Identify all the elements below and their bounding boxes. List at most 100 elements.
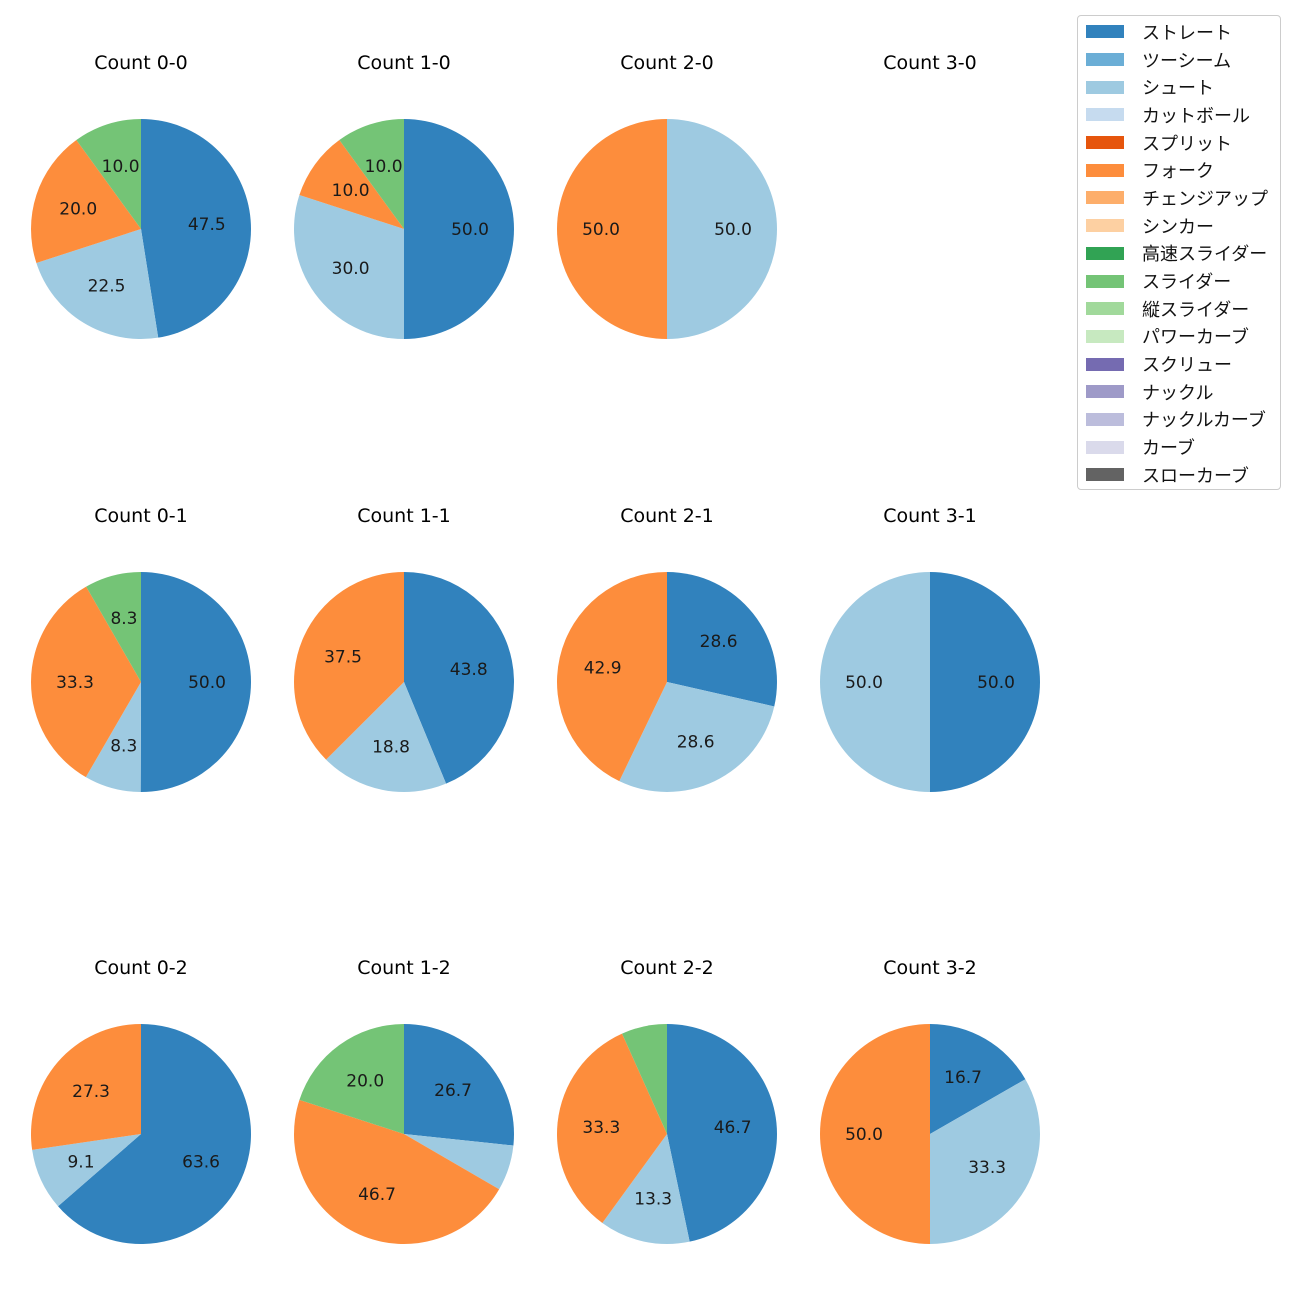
chart-title: Count 1-1 (357, 505, 451, 527)
slice-label: 42.9 (584, 658, 622, 678)
pie-chart: Count 3-0 (883, 52, 977, 74)
slice-label: 50.0 (845, 673, 883, 693)
slice-label: 10.0 (332, 181, 370, 201)
chart-title: Count 2-0 (620, 52, 714, 74)
chart-title: Count 3-2 (883, 957, 977, 979)
pie-slice (326, 682, 447, 792)
legend-item: 高速スライダー (1078, 240, 1280, 268)
pie-slice (930, 572, 1040, 792)
slice-label: 10.0 (102, 157, 140, 177)
legend-label: チェンジアップ (1142, 188, 1268, 210)
chart-title: Count 1-2 (357, 957, 451, 979)
legend-swatch (1086, 440, 1124, 454)
pie-chart: Count 1-0 50.0 30.0 10.0 10.0 (294, 52, 514, 339)
slice-label: 9.1 (67, 1153, 94, 1173)
legend-label: スプリット (1142, 133, 1232, 155)
slice-label: 37.5 (324, 648, 362, 668)
slice-label: 46.7 (714, 1118, 752, 1138)
slice-label: 20.0 (59, 200, 97, 220)
legend-swatch (1086, 385, 1124, 399)
pie-slice (404, 572, 514, 784)
slice-label: 28.6 (677, 732, 715, 752)
legend-label: カットボール (1142, 105, 1250, 127)
legend-swatch (1086, 163, 1124, 177)
slice-label: 18.8 (372, 738, 410, 758)
slice-label: 30.0 (332, 259, 370, 279)
pie-slice (32, 1134, 142, 1207)
legend-swatch (1086, 246, 1124, 260)
slice-label: 33.3 (582, 1118, 620, 1138)
legend-swatch (1086, 468, 1124, 482)
legend-item: カーブ (1078, 433, 1280, 461)
legend-label: ナックル (1142, 382, 1214, 404)
legend-swatch (1086, 302, 1124, 316)
legend-swatch (1086, 80, 1124, 94)
chart-title: Count 2-1 (620, 505, 714, 527)
pie-slice (339, 119, 404, 229)
pie-slice (602, 1134, 690, 1244)
pie-slice (58, 1024, 251, 1244)
slice-label: 50.0 (714, 220, 752, 240)
pie-slice (820, 572, 930, 792)
legend-label: カーブ (1142, 438, 1195, 460)
chart-title: Count 2-2 (620, 957, 714, 979)
legend-item: チェンジアップ (1078, 184, 1280, 212)
pie-slice (557, 572, 667, 782)
pie-slice (404, 1134, 514, 1190)
pie-slice (667, 119, 777, 339)
pie-slice (140, 572, 252, 793)
pie-slice (667, 1024, 778, 1242)
legend-item: パワーカーブ (1078, 323, 1280, 351)
slice-label: 8.3 (110, 737, 137, 757)
pie-slice (86, 572, 141, 682)
legend-label: ナックルカーブ (1142, 410, 1266, 432)
pie-slice (30, 140, 141, 263)
pie-chart: Count 0-2 63.6 9.1 27.3 (30, 957, 251, 1244)
pie-slice (85, 682, 141, 792)
legend-label: スクリュー (1142, 355, 1232, 377)
slice-label: 16.7 (944, 1068, 982, 1088)
slice-label: 50.0 (188, 673, 226, 693)
pie-slice (619, 682, 775, 792)
legend-swatch (1086, 412, 1124, 426)
slice-label: 33.3 (56, 673, 94, 693)
slice-label: 20.0 (346, 1072, 384, 1092)
slice-label: 50.0 (977, 673, 1015, 693)
legend-label: フォーク (1142, 161, 1214, 183)
slice-label: 28.6 (700, 632, 738, 652)
legend-item: シンカー (1078, 212, 1280, 240)
legend: ストレート ツーシーム シュート カットボール スプリット フォーク チェンジアップ シンカー… (1077, 15, 1281, 490)
legend-swatch (1086, 219, 1124, 233)
legend-item: スライダー (1078, 267, 1280, 295)
pie-slice (557, 119, 667, 339)
pie-slice (141, 119, 251, 338)
legend-swatch (1086, 25, 1124, 39)
legend-label: シンカー (1142, 216, 1214, 238)
legend-swatch (1086, 53, 1124, 67)
pie-chart: Count 2-2 46.7 13.3 33.3 (557, 957, 778, 1244)
legend-swatch (1086, 108, 1124, 122)
pie-chart: Count 0-0 47.5 22.5 20.0 10.0 (30, 52, 251, 340)
legend-swatch (1086, 191, 1124, 205)
legend-label: ストレート (1142, 22, 1232, 44)
slice-label: 50.0 (582, 220, 620, 240)
pie-chart: Count 2-0 50.0 50.0 (557, 52, 777, 339)
pie-chart: Count 0-1 50.0 8.3 33.3 8.3 (30, 505, 252, 793)
slice-label: 50.0 (845, 1125, 883, 1145)
legend-item: スローカーブ (1078, 461, 1280, 489)
slice-label: 63.6 (182, 1152, 220, 1172)
pie-slice (404, 119, 514, 339)
pie-slice (294, 1099, 500, 1244)
legend-item: スプリット (1078, 129, 1280, 157)
legend-label: ツーシーム (1142, 50, 1232, 72)
pie-chart: Count 2-1 28.6 28.6 42.9 (557, 505, 777, 792)
legend-swatch (1086, 357, 1124, 371)
pie-slice (930, 1079, 1040, 1244)
pie-slice (820, 1024, 930, 1244)
chart-title: Count 3-0 (883, 52, 977, 74)
legend-item: ナックル (1078, 378, 1280, 406)
legend-swatch (1086, 136, 1124, 150)
slice-label: 27.3 (72, 1082, 110, 1102)
legend-item: ストレート (1078, 18, 1280, 46)
